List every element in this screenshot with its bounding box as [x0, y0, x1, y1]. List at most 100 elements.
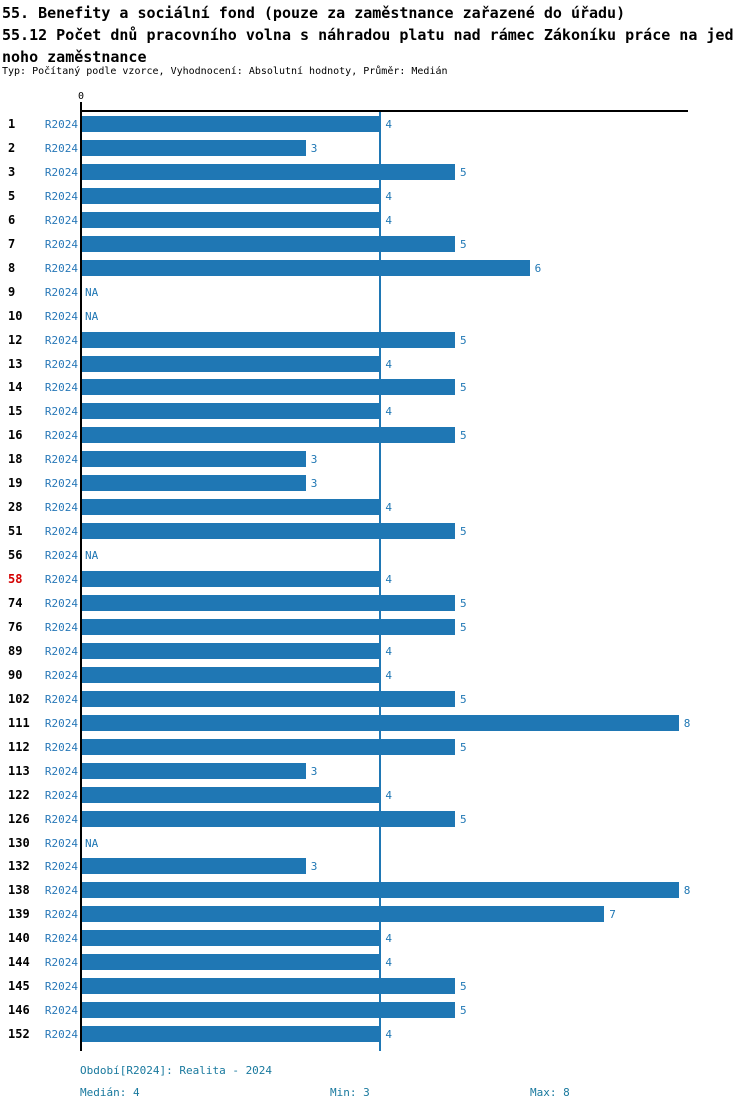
chart-row: 146 R2024 5 [0, 998, 750, 1022]
chart-row: 144 R2024 4 [0, 950, 750, 974]
series-label: R2024 [44, 812, 78, 826]
chart-row: 152 R2024 4 [0, 1022, 750, 1046]
bar-value-label: 5 [460, 1004, 467, 1018]
bar [82, 738, 455, 755]
series-label: R2024 [44, 597, 78, 610]
bar [82, 139, 306, 156]
chart-row: 90 R2024 4 [0, 663, 750, 687]
row-category-label: 56 [8, 548, 23, 563]
series-label: R2024 [44, 620, 78, 634]
series-label: R2024 [44, 836, 78, 850]
bar-value-label: 5 [460, 620, 467, 634]
bar-value-label: 3 [310, 860, 318, 874]
row-category-label: 126 [8, 811, 30, 826]
bar-value-label: 5 [460, 381, 467, 395]
bar [82, 906, 605, 923]
series-label: R2024 [44, 549, 78, 563]
bar-value-label: 5 [460, 692, 467, 706]
row-category-label: 89 [8, 643, 23, 658]
chart-row: 12 R2024 5 [0, 328, 750, 352]
bar-value-label: 7 [609, 908, 616, 922]
series-label: R2024 [44, 453, 78, 467]
row-category-label: 16 [8, 428, 23, 443]
bar [82, 116, 381, 132]
report-title-line2: 55.12 Počet dnů pracovního volna s náhra… [2, 26, 734, 44]
bar-value-label: 3 [310, 764, 318, 778]
row-category-label: 6 [8, 212, 16, 227]
row-category-label: 8 [8, 260, 16, 275]
series-label: R2024 [44, 285, 78, 299]
series-label: R2024 [44, 405, 78, 419]
series-label: R2024 [44, 118, 78, 131]
y-axis-spine [80, 110, 82, 1051]
row-category-label: 15 [8, 404, 23, 419]
row-category-label: 152 [8, 1027, 30, 1042]
row-category-label: 90 [8, 667, 23, 682]
series-label: R2024 [44, 237, 78, 251]
chart-row: 145 R2024 5 [0, 974, 750, 998]
row-category-label: 76 [8, 619, 23, 634]
series-label: R2024 [44, 644, 78, 658]
bar-value-label: 8 [683, 884, 691, 898]
bar [82, 714, 679, 731]
row-category-label: 3 [8, 164, 16, 179]
series-label: R2024 [44, 860, 78, 874]
bar-value-label: 5 [460, 525, 467, 539]
chart-row: 126 R2024 5 [0, 807, 750, 831]
bar [82, 810, 455, 827]
x-axis-line [80, 110, 688, 112]
bar [82, 451, 306, 468]
row-category-label: 102 [8, 691, 30, 706]
bar [82, 163, 455, 180]
bar [82, 666, 381, 683]
series-label: R2024 [44, 525, 78, 539]
bar [82, 595, 455, 611]
chart-row: 13 R2024 4 [0, 352, 750, 376]
series-label: R2024 [44, 1004, 78, 1018]
chart-row: 7 R2024 5 [0, 232, 750, 256]
bar [82, 211, 381, 228]
chart-row: 2 R2024 3 [0, 136, 750, 160]
row-category-label: 74 [8, 596, 23, 610]
row-category-label: 112 [8, 739, 30, 754]
bar [82, 1002, 455, 1019]
bar [82, 690, 455, 707]
chart-row: 14 R2024 5 [0, 375, 750, 399]
bar-value-label: 4 [385, 118, 393, 131]
bar [82, 475, 306, 492]
bar [82, 403, 381, 420]
series-label: R2024 [44, 141, 78, 155]
report-title-line1: 55. Benefity a sociální fond (pouze za z… [2, 4, 626, 22]
bar [82, 954, 381, 971]
bar [82, 427, 455, 444]
bar-value-label: 4 [385, 932, 393, 946]
chart-row: 56 R2024 NA [0, 543, 750, 567]
row-category-label: 111 [8, 715, 30, 730]
row-category-label: 14 [8, 380, 23, 395]
row-category-label: 9 [8, 284, 16, 299]
row-category-label: 130 [8, 835, 30, 850]
series-label: R2024 [44, 932, 78, 946]
report-subtitle: Typ: Počítaný podle vzorce, Vyhodnocení:… [2, 66, 448, 77]
row-category-label: 140 [8, 931, 30, 946]
bar-value-label: 4 [385, 189, 393, 203]
series-label: R2024 [44, 740, 78, 754]
series-label: R2024 [44, 357, 78, 371]
bar [82, 858, 306, 875]
row-category-label: 5 [8, 188, 16, 203]
series-label: R2024 [44, 980, 78, 994]
row-category-label: 13 [8, 356, 23, 371]
bar-value-label: 4 [385, 573, 393, 587]
na-label: NA [85, 836, 99, 850]
bar-value-label: 5 [460, 740, 467, 754]
series-label: R2024 [44, 429, 78, 443]
bar [82, 499, 381, 516]
series-label: R2024 [44, 788, 78, 802]
series-label: R2024 [44, 213, 78, 227]
bar [82, 882, 679, 899]
bar-value-label: 4 [385, 788, 393, 802]
row-category-label: 51 [8, 524, 23, 539]
chart-row: 1 R2024 4 [0, 112, 750, 136]
bar-value-label: 6 [534, 261, 542, 275]
bar-value-label: 3 [310, 453, 318, 467]
